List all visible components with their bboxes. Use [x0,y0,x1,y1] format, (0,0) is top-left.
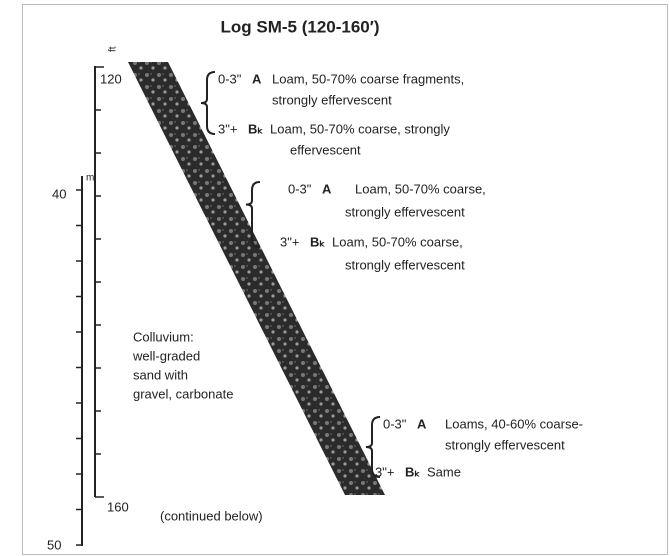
horizon-description: strongly effervescent [272,92,392,107]
horizon-name: Bₖ [405,464,420,479]
log-diagram: Log SM-5 (120-160′) ft 120 160 m 40 50 (… [0,0,670,556]
horizon-description: Loam, 50-70% coarse, [332,234,463,249]
horizon-depth: 0-3" [218,71,242,86]
feet-unit: ft [108,46,119,52]
brace [201,72,215,134]
scales [76,66,104,546]
horizon-name: A [417,416,427,431]
unit-note-line: Colluvium: [133,329,194,344]
horizon-depth: 0-3" [288,181,312,196]
horizon-depth: 3"+ [375,464,394,479]
title: Log SM-5 (120-160′) [220,17,379,36]
meter-unit: m [86,173,94,184]
horizon-description: strongly effervescent [445,437,565,452]
feet-top: 120 [100,71,122,86]
meter-bottom: 50 [47,537,61,552]
horizon-description: effervescent [290,142,361,157]
horizon-description: Loam, 50-70% coarse fragments, [272,71,464,86]
unit-note-line: well-graded [132,348,200,363]
unit-note: Colluvium: well-graded sand with gravel, ca… [132,329,233,401]
horizon-name: A [322,181,332,196]
continued-note: (continued below) [160,508,263,523]
horizon-depth: 0-3" [383,416,407,431]
horizon-description: strongly effervescent [345,204,465,219]
horizon-depth: 3"+ [280,234,299,249]
horizon-name: Bₖ [248,121,263,136]
unit-note-line: sand with [133,367,188,382]
feet-bottom: 160 [107,499,129,514]
horizon-name: A [252,71,262,86]
horizon-description: Same [427,464,461,479]
horizon-depth: 3"+ [218,121,237,136]
horizon-description: Loams, 40-60% coarse- [445,416,583,431]
horizon-description: Loam, 50-70% coarse, [355,181,486,196]
horizon-description: Loam, 50-70% coarse, strongly [270,121,450,136]
horizon-description: strongly effervescent [345,257,465,272]
horizon-name: Bₖ [310,234,325,249]
page: Log SM-5 (120-160′) ft 120 160 m 40 50 (… [0,0,670,556]
unit-note-line: gravel, carbonate [133,386,233,401]
meter-top: 40 [52,186,66,201]
